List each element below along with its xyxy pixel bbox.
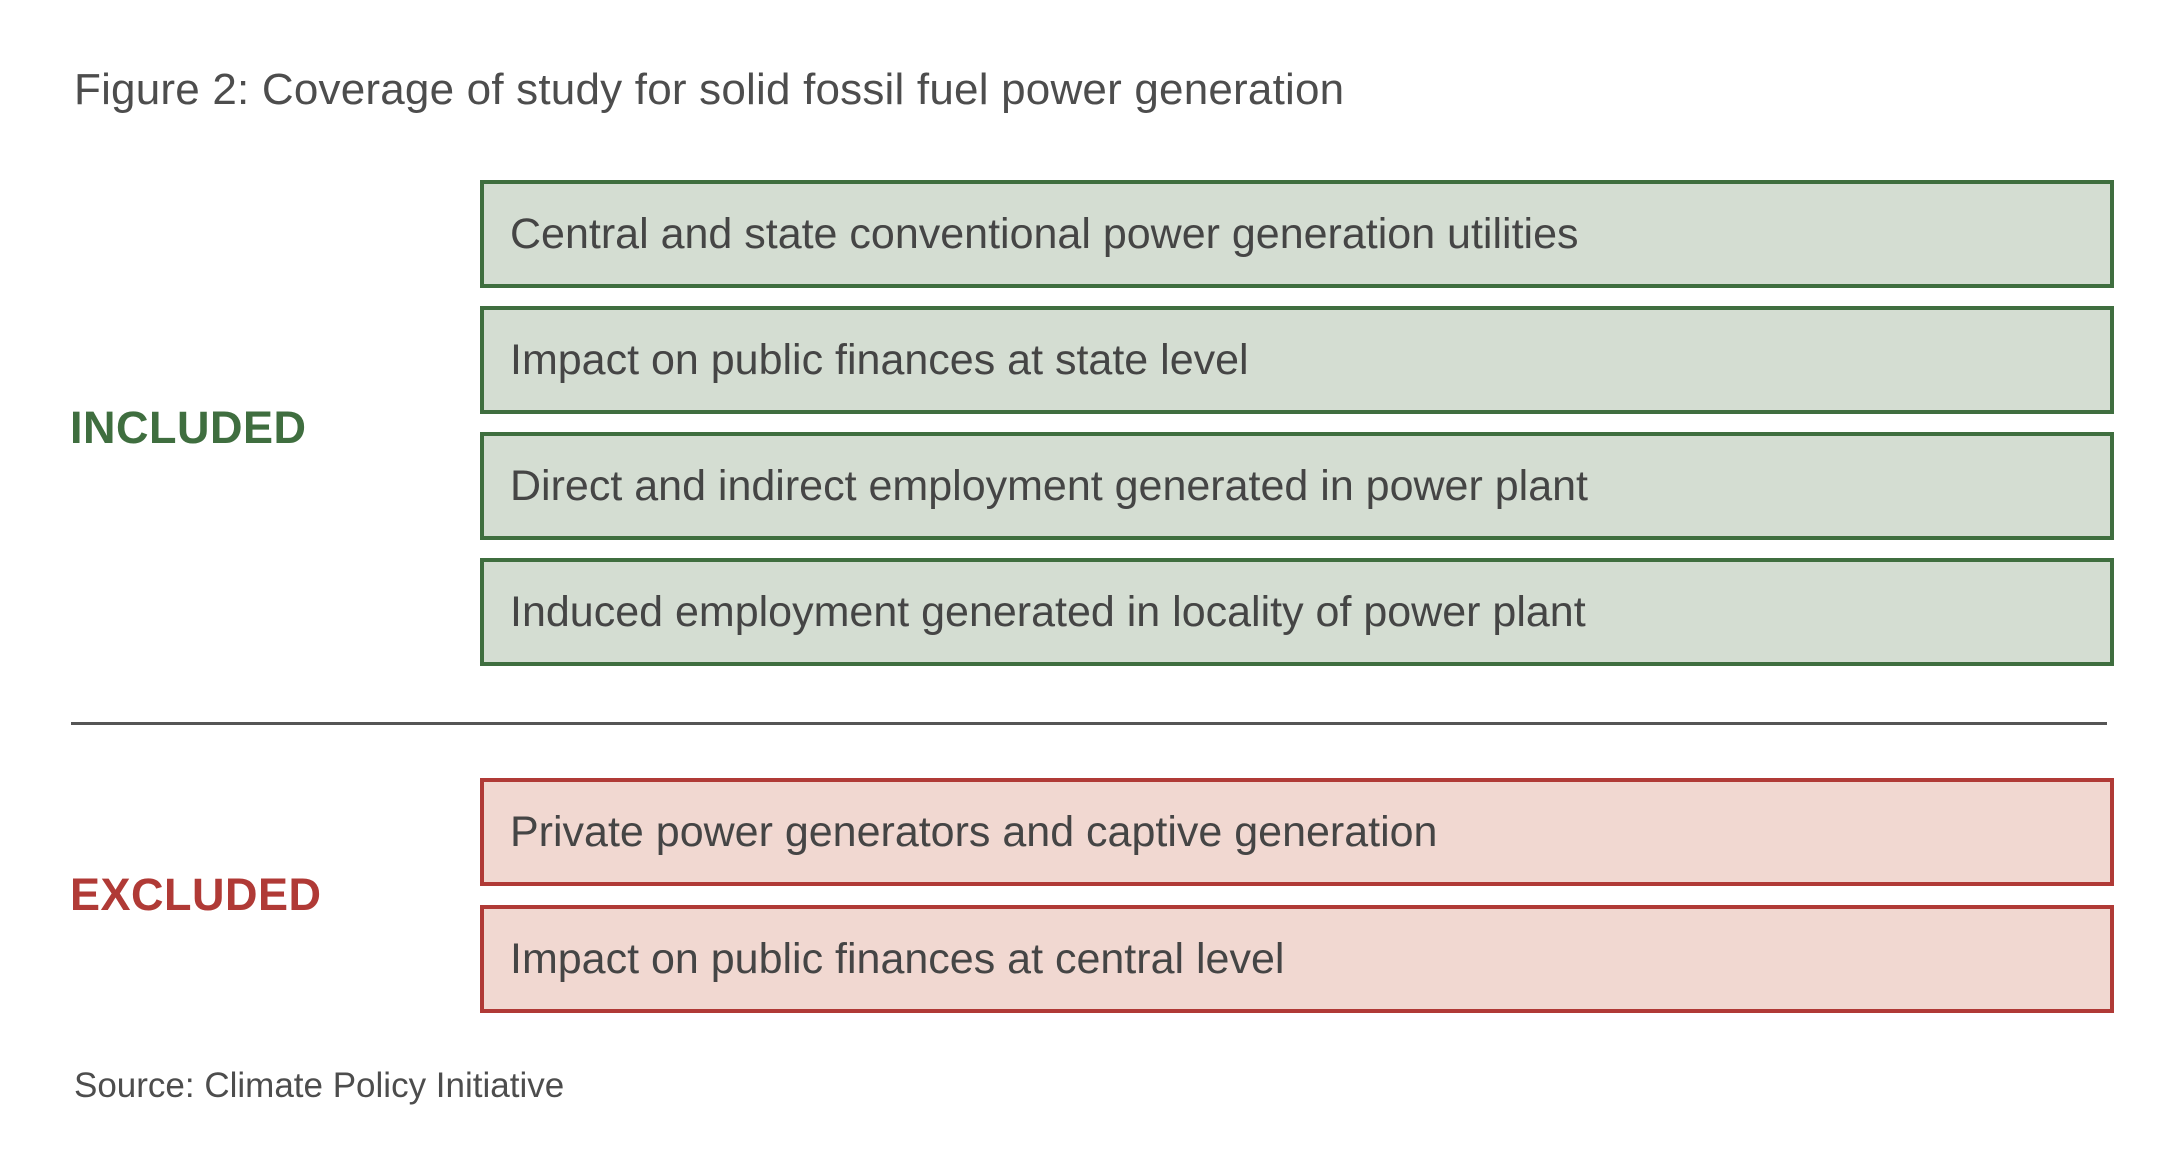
excluded-item-central-finances: Impact on public finances at central lev… <box>480 905 2114 1013</box>
excluded-item-private-generators: Private power generators and captive gen… <box>480 778 2114 886</box>
section-divider <box>71 722 2107 725</box>
included-item-induced-employment: Induced employment generated in locality… <box>480 558 2114 666</box>
included-item-state-finances: Impact on public finances at state level <box>480 306 2114 414</box>
excluded-label: EXCLUDED <box>70 869 322 920</box>
figure-title: Figure 2: Coverage of study for solid fo… <box>74 65 1345 114</box>
included-item-central-utilities: Central and state conventional power gen… <box>480 180 2114 288</box>
source-note: Source: Climate Policy Initiative <box>74 1066 565 1105</box>
included-item-direct-employment: Direct and indirect employment generated… <box>480 432 2114 540</box>
included-label: INCLUDED <box>70 402 307 453</box>
